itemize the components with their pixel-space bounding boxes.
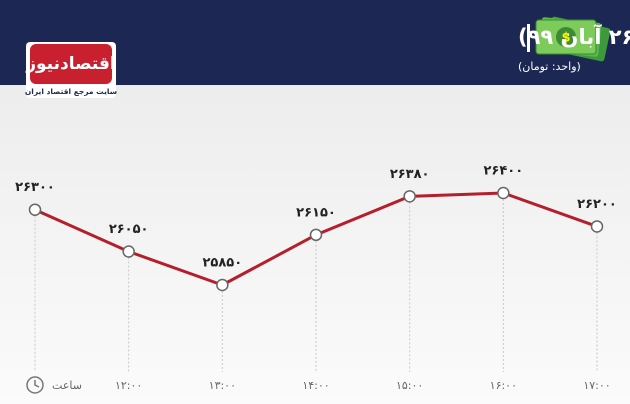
data-point — [497, 186, 510, 200]
value-label: ۲۶۳۰۰ — [15, 180, 55, 195]
value-label: ۲۶۲۰۰ — [577, 197, 617, 212]
logo: اقتصادنیوز سایت مرجع اقتصاد ایران — [25, 42, 117, 98]
value-label: ۲۶۳۸۰ — [390, 167, 430, 182]
x-tick-label: ۱۶:۰۰ — [490, 379, 517, 392]
data-point — [28, 203, 42, 216]
data-point — [122, 245, 135, 258]
money-icon: $ — [535, 16, 611, 62]
svg-text:$: $ — [561, 31, 570, 46]
value-label: ۲۶۰۵۰ — [109, 222, 149, 237]
x-tick-label: ۱۷:۰۰ — [583, 379, 610, 392]
data-point — [590, 220, 604, 233]
x-tick-label: ۱۵:۰۰ — [396, 379, 423, 392]
x-tick-label: ۱۳:۰۰ — [209, 379, 236, 392]
x-tick-label: ۱۴:۰۰ — [302, 379, 329, 392]
logo-tagline: سایت مرجع اقتصاد ایران — [25, 87, 117, 96]
data-point — [216, 278, 229, 292]
chart-subtitle: (واحد: تومان) — [518, 60, 581, 73]
value-label: ۲۶۴۰۰ — [483, 164, 523, 179]
data-point — [403, 190, 416, 203]
value-label: ۲۶۱۵۰ — [296, 205, 336, 220]
value-label: ۲۵۸۵۰ — [202, 256, 242, 271]
chart-title: روند بهای دلار (دوشنبه ۲۶ آبان ۹۹) — [518, 24, 630, 49]
clock-icon — [26, 376, 44, 394]
data-point — [309, 228, 323, 242]
title-bar — [527, 24, 530, 52]
logo-name: اقتصادنیوز — [25, 54, 116, 74]
x-axis-label: ساعت — [52, 379, 82, 392]
x-tick-label: ۱۲:۰۰ — [115, 379, 142, 392]
